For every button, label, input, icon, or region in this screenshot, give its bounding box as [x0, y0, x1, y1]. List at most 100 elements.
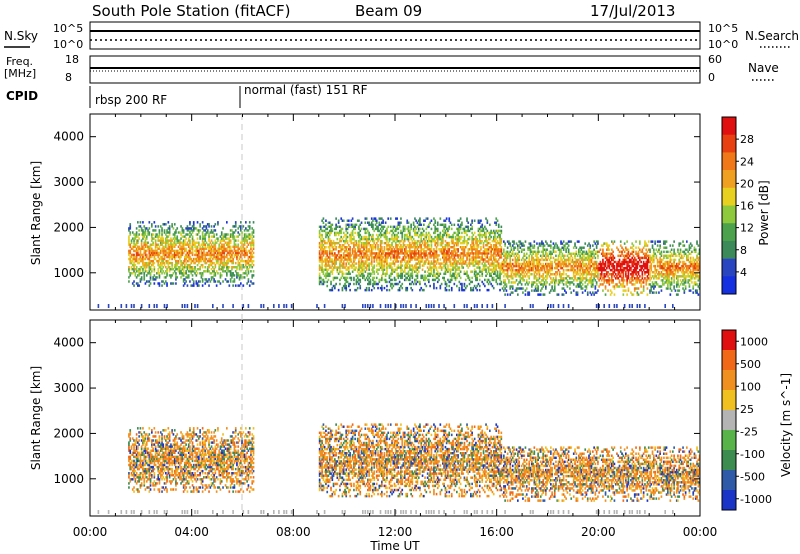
echo-cell	[180, 247, 182, 251]
echo-cell	[391, 268, 393, 271]
echo-cell	[142, 235, 144, 238]
echo-cell	[192, 223, 195, 226]
echo-cell	[375, 227, 378, 231]
echo-cell	[429, 239, 431, 243]
echo-cell	[436, 239, 439, 243]
echo-cell	[396, 233, 398, 237]
echo-cell	[500, 229, 503, 233]
echo-cell	[386, 280, 388, 284]
echo-cell	[444, 280, 447, 284]
echo-cell	[332, 268, 335, 271]
echo-cell	[234, 245, 237, 249]
echo-cell	[353, 237, 355, 241]
echo-cell	[140, 241, 143, 244]
echo-cell	[185, 261, 187, 265]
echo-cell	[170, 268, 172, 271]
echo-cell	[576, 291, 579, 294]
echo-cell	[201, 231, 204, 234]
echo-cell	[158, 239, 161, 242]
echo-cell	[246, 239, 248, 242]
echo-cell	[402, 239, 405, 243]
echo-cell	[320, 260, 322, 263]
echo-cell	[159, 255, 162, 259]
echo-cell	[355, 244, 358, 247]
echo-cell	[391, 278, 393, 282]
echo-cell	[206, 251, 209, 255]
echo-cell	[355, 252, 358, 255]
echo-cell	[467, 262, 470, 265]
echo-cell	[356, 286, 359, 290]
echo-cell	[462, 239, 465, 243]
echo-cell	[594, 279, 597, 282]
echo-cell	[464, 229, 467, 233]
echo-cell	[165, 249, 167, 253]
echo-cell	[208, 284, 210, 287]
echo-cell	[198, 259, 200, 263]
echo-cell	[363, 268, 365, 271]
echo-cell	[162, 241, 165, 244]
echo-cell	[143, 251, 146, 255]
echo-cell	[381, 229, 383, 233]
echo-cell	[135, 227, 138, 230]
echo-cell	[420, 235, 423, 239]
echo-cell	[227, 266, 229, 269]
echo-cell	[439, 262, 442, 265]
echo-cell	[392, 250, 395, 253]
echo-cell	[564, 254, 566, 258]
echo-cell	[167, 243, 170, 246]
echo-cell	[415, 227, 417, 231]
echo-cell	[144, 233, 147, 236]
echo-cell	[458, 272, 461, 276]
echo-cell	[162, 237, 165, 240]
echo-cell	[424, 235, 426, 239]
echo-cell	[318, 282, 321, 286]
echo-cell	[325, 227, 327, 231]
echo-cell	[210, 245, 213, 249]
echo-cell	[208, 245, 210, 249]
echo-cell	[364, 231, 367, 235]
echo-cell	[436, 237, 439, 241]
echo-cell	[331, 250, 334, 253]
echo-cell	[196, 263, 199, 267]
echo-cell	[337, 266, 340, 269]
echo-cell	[318, 280, 321, 284]
echo-cell	[450, 268, 453, 271]
echo-cell	[448, 219, 451, 222]
echo-cell	[424, 219, 426, 222]
echo-cell	[163, 272, 166, 275]
echo-cell	[436, 223, 439, 227]
echo-cell	[228, 270, 231, 273]
echo-cell	[187, 243, 190, 246]
echo-cell	[238, 263, 241, 267]
echo-cell	[322, 248, 325, 251]
echo-cell	[458, 274, 461, 278]
echo-cell	[163, 276, 166, 279]
echo-cell	[179, 243, 181, 246]
echo-cell	[457, 231, 459, 235]
echo-cell	[247, 237, 250, 240]
echo-cell	[214, 243, 217, 246]
echo-cell	[456, 241, 458, 245]
echo-cell	[454, 231, 457, 235]
echo-cell	[454, 252, 457, 255]
echo-cell	[419, 217, 421, 220]
echo-cell	[452, 246, 454, 249]
echo-cell	[454, 250, 457, 253]
echo-cell	[248, 249, 251, 253]
echo-cell	[196, 284, 199, 287]
echo-cell	[175, 274, 177, 277]
echo-cell	[129, 249, 132, 253]
echo-cell	[318, 268, 321, 271]
echo-cell	[450, 241, 453, 245]
echo-cell	[368, 288, 370, 292]
echo-cell	[350, 239, 353, 243]
echo-cell	[340, 256, 343, 259]
echo-cell	[325, 272, 327, 276]
echo-cell	[445, 288, 448, 292]
echo-cell	[497, 258, 500, 261]
echo-cell	[438, 274, 440, 278]
echo-cell	[373, 260, 376, 263]
echo-cell	[157, 251, 160, 255]
echo-cell	[374, 219, 377, 222]
echo-cell	[208, 247, 210, 251]
